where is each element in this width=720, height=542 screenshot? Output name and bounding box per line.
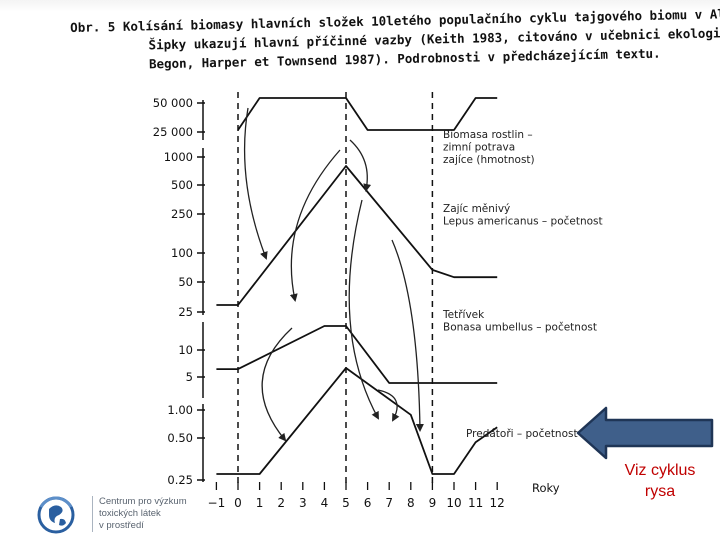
x-tick-label: −1 xyxy=(208,496,226,510)
x-tick-label: 11 xyxy=(468,496,483,510)
y-tick-label: 0.25 xyxy=(167,473,193,487)
x-tick-label: 6 xyxy=(364,496,372,510)
logo-line-2: toxických látek xyxy=(99,508,161,519)
x-tick-label: 3 xyxy=(299,496,307,510)
causal-arrow xyxy=(261,327,293,442)
series-label-1: Biomasa rostlin – zimní potrava zajíce (hm… xyxy=(443,129,535,166)
x-tick-label: 8 xyxy=(407,496,415,510)
x-tick-label: 7 xyxy=(385,496,393,510)
x-axis-label: Roky xyxy=(532,481,560,495)
y-tick-label: 0.50 xyxy=(167,431,193,445)
y-tick-label: 25 000 xyxy=(153,125,193,139)
lynx-cycle-link-arrow-icon[interactable] xyxy=(576,405,716,461)
x-tick-label: 4 xyxy=(321,496,329,510)
organization-name: Centrum pro výzkum toxických látek v pro… xyxy=(92,496,209,532)
series-line-1 xyxy=(237,97,498,131)
causal-arrow xyxy=(243,107,268,260)
note-line-2: rysa xyxy=(644,483,676,500)
y-tick-label: 50 000 xyxy=(153,96,193,110)
note-line-1: Viz cyklus xyxy=(624,462,696,479)
series-label-2: Zajíc měnivý Lepus americanus – početnost xyxy=(443,203,603,228)
y-tick-label: 10 xyxy=(178,343,193,357)
y-tick-label: 1.00 xyxy=(167,403,193,417)
x-tick-label: 12 xyxy=(490,496,505,510)
organization-logo: Centrum pro výzkum toxických látek v pro… xyxy=(34,493,194,537)
top-band xyxy=(0,0,720,12)
globe-icon xyxy=(37,496,75,534)
causal-arrow xyxy=(349,139,372,192)
causal-arrow xyxy=(289,149,341,302)
y-tick-label: 100 xyxy=(171,246,193,260)
causal-arrow xyxy=(348,199,379,420)
logo-line-1: Centrum pro výzkum xyxy=(99,496,187,507)
series-line-3 xyxy=(216,325,498,384)
series-label-4: Predátoři – početnost xyxy=(466,428,578,440)
x-tick-label: 10 xyxy=(446,496,461,510)
x-tick-label: 9 xyxy=(429,496,437,510)
causal-arrow xyxy=(391,239,424,432)
lynx-cycle-note: Viz cyklus rysa xyxy=(600,460,720,502)
causal-arrow xyxy=(377,389,400,422)
x-tick-label: 5 xyxy=(342,496,350,510)
logo-line-3: v prostředí xyxy=(99,520,144,531)
x-tick-label: 2 xyxy=(277,496,285,510)
series-line-2 xyxy=(216,165,498,306)
series-line-4 xyxy=(216,367,498,475)
x-tick-label: 1 xyxy=(256,496,264,510)
y-tick-label: 1000 xyxy=(164,150,193,164)
y-tick-label: 250 xyxy=(171,207,193,221)
y-tick-label: 500 xyxy=(171,178,193,192)
y-tick-label: 5 xyxy=(186,370,193,384)
series-label-3: Tetřívek Bonasa umbellus – početnost xyxy=(442,309,597,334)
y-tick-label: 25 xyxy=(178,305,193,319)
y-tick-label: 50 xyxy=(178,275,193,289)
x-tick-label: 0 xyxy=(234,496,242,510)
